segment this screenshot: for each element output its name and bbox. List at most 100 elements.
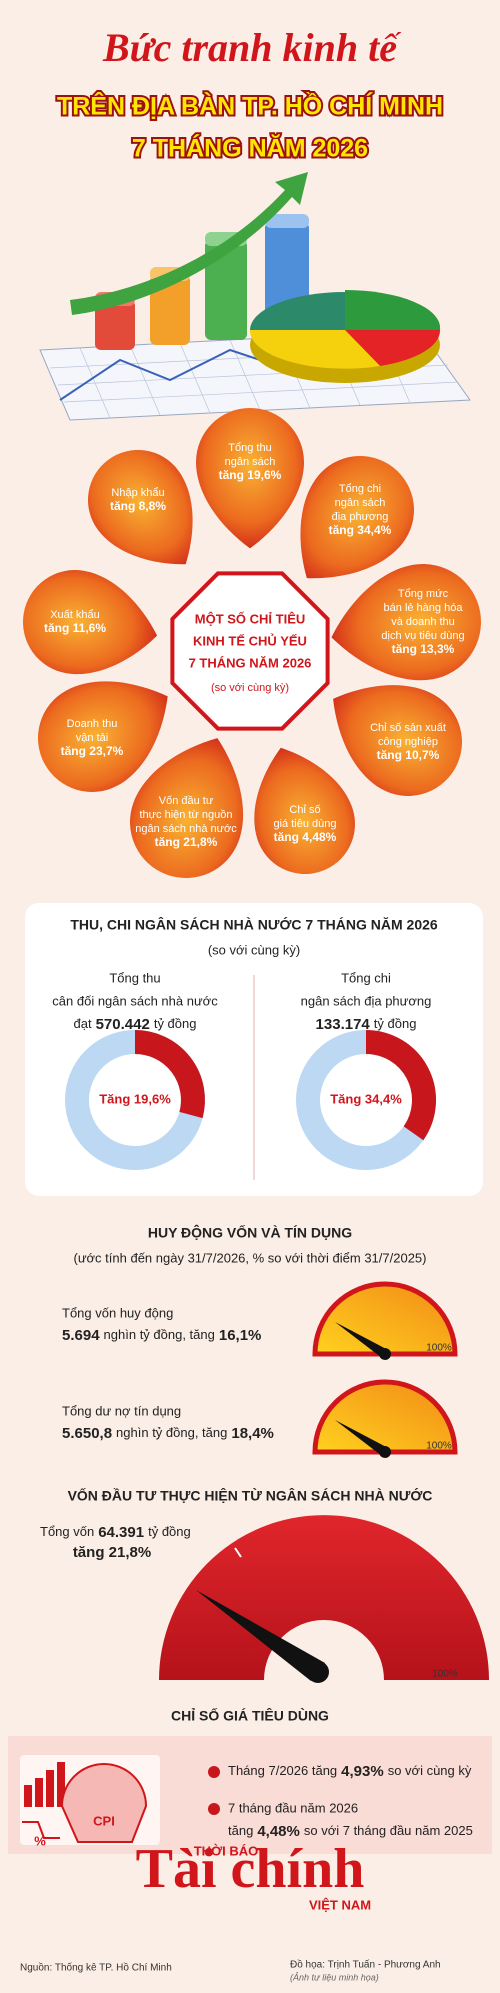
capital-amount: 5.694 nghìn tỷ đồng, tăng 16,1% (62, 1327, 261, 1344)
revenue-label: Tổng thu (109, 970, 160, 985)
cpi-item: 7 tháng đầu năm 2026 (228, 1800, 358, 1815)
petal-label: ngân sách (335, 497, 386, 509)
petal-label: thực hiện từ nguồn (139, 809, 232, 821)
indicator-petal (130, 738, 244, 878)
cpi-icon-percent: % (34, 1833, 46, 1848)
text-part: tỷ đồng (374, 1016, 417, 1031)
brand-bottom: VIỆT NAM (309, 1897, 371, 1912)
petal-shape (130, 738, 244, 878)
petal-label: địa phương (332, 511, 389, 523)
petal-change: tăng 11,6% (44, 621, 106, 635)
text-part: so với cùng kỳ (388, 1763, 472, 1778)
petal-label: ngân sách nhà nước (135, 823, 237, 835)
text-part: 133.174 (316, 1016, 371, 1033)
gauge-tick (234, 1547, 242, 1558)
gauge-max: 100% (426, 1343, 452, 1354)
cpi-item: Tháng 7/2026 tăng 4,93% so với cùng kỳ (228, 1763, 472, 1780)
investment-change: tăng 21,8% (73, 1544, 151, 1561)
text-part: nghìn tỷ đồng, tăng (116, 1425, 227, 1440)
indicator-petal (331, 564, 481, 681)
brand-top: THỜI BÁO (194, 1843, 259, 1858)
petal-label: Tổng thu (228, 442, 271, 454)
indicator-petal (254, 747, 355, 874)
petal-shape (38, 681, 168, 792)
title-line: 7 THÁNG NĂM 2026 (132, 134, 368, 163)
petal-label: bán lẻ hàng hóa (384, 602, 464, 614)
section-title: CHỈ SỐ GIÁ TIÊU DÙNG (171, 1707, 329, 1724)
center-text: (so với cùng kỳ) (211, 682, 289, 694)
petal-change: tăng 13,3% (392, 642, 455, 656)
section-title: HUY ĐỘNG VỐN VÀ TÍN DỤNG (148, 1224, 352, 1241)
petal-shape (333, 685, 462, 796)
petal-change: tăng 8,8% (110, 499, 166, 513)
revenue-label: cân đối ngân sách nhà nước (52, 993, 218, 1008)
text-part: 5.694 (62, 1327, 100, 1344)
bullet (208, 1766, 220, 1778)
section-title: THU, CHI NGÂN SÁCH NHÀ NƯỚC 7 THÁNG NĂM … (70, 916, 438, 933)
text-part: 5.650,8 (62, 1425, 112, 1442)
gauge-face (312, 1379, 458, 1455)
center-octagon (170, 571, 330, 731)
capital-amount: 5.650,8 nghìn tỷ đồng, tăng 18,4% (62, 1425, 274, 1442)
indicator-petal (300, 456, 414, 579)
script-title: Bức tranh kinh tế (102, 25, 402, 70)
text-part: 64.391 (98, 1524, 144, 1541)
gauge-hub (307, 1661, 329, 1683)
text-part: tỷ đồng (154, 1016, 197, 1031)
bullet (208, 1803, 220, 1815)
petal-change: tăng 10,7% (377, 748, 440, 762)
spending-label: ngân sách địa phương (301, 993, 432, 1008)
petal-label: dịch vụ tiêu dùng (381, 630, 464, 642)
indicator-petal (333, 685, 462, 796)
petal-label: Xuất khẩu (50, 609, 100, 621)
petal-shape (254, 747, 355, 874)
center-text: MỘT SỐ CHỈ TIÊU (195, 611, 306, 626)
donut-label: Tăng 19,6% (99, 1091, 171, 1106)
indicator-petal (196, 408, 304, 549)
investment-needle (196, 1590, 325, 1681)
photo-note: (Ảnh tư liệu minh họa) (290, 1971, 379, 1982)
petal-change: tăng 4,48% (274, 830, 337, 844)
petal-label: giá tiêu dùng (274, 818, 337, 830)
petal-label: công nghiệp (378, 736, 438, 748)
petal-label: và doanh thu (391, 616, 455, 628)
petal-label: ngân sách (225, 456, 276, 468)
petal-shape (331, 564, 481, 681)
cpi-item: tăng 4,48% so với 7 tháng đầu năm 2025 (228, 1823, 473, 1840)
capital-label: Tổng vốn huy động (62, 1305, 173, 1320)
petal-label: Tổng mức (398, 588, 449, 600)
text-part: Tổng vốn (40, 1524, 94, 1539)
text-part: 570.442 (96, 1016, 150, 1033)
gauge-hub (379, 1446, 391, 1458)
petal-change: tăng 23,7% (61, 744, 124, 758)
petal-shape (88, 450, 193, 565)
center-text: 7 THÁNG NĂM 2026 (189, 655, 312, 670)
indicator-petal (88, 450, 193, 565)
text-part: 18,4% (231, 1425, 274, 1442)
petal-change: tăng 21,8% (155, 835, 218, 849)
text-part: Tháng 7/2026 tăng (228, 1763, 337, 1778)
center-text: KINH TẾ CHỦ YẾU (193, 633, 307, 648)
gauge-needle (335, 1322, 388, 1359)
indicator-petal (23, 570, 158, 675)
indicator-petal (38, 681, 168, 792)
brand-name: Tài chính (136, 1838, 365, 1900)
gauge-max: 100% (426, 1441, 452, 1452)
petal-label: Vốn đầu tư (159, 795, 214, 807)
text-part: tỷ đồng (148, 1524, 191, 1539)
text-part: so với 7 tháng đầu năm 2025 (304, 1823, 473, 1838)
petal-label: vận tải (76, 732, 108, 744)
donut-label: Tăng 34,4% (330, 1091, 402, 1106)
text-part: 4,48% (257, 1823, 300, 1840)
investment-amount: Tổng vốn 64.391 tỷ đồng (40, 1524, 191, 1541)
petal-change: tăng 34,4% (329, 523, 392, 537)
gauge-face (312, 1281, 458, 1357)
text-part: 16,1% (219, 1327, 262, 1344)
petal-change: tăng 19,6% (219, 468, 282, 482)
text-part: tăng (228, 1823, 253, 1838)
petal-label: Chỉ số (289, 804, 320, 816)
cpi-illustration (20, 1755, 160, 1845)
cpi-icon-label: CPI (93, 1813, 115, 1828)
